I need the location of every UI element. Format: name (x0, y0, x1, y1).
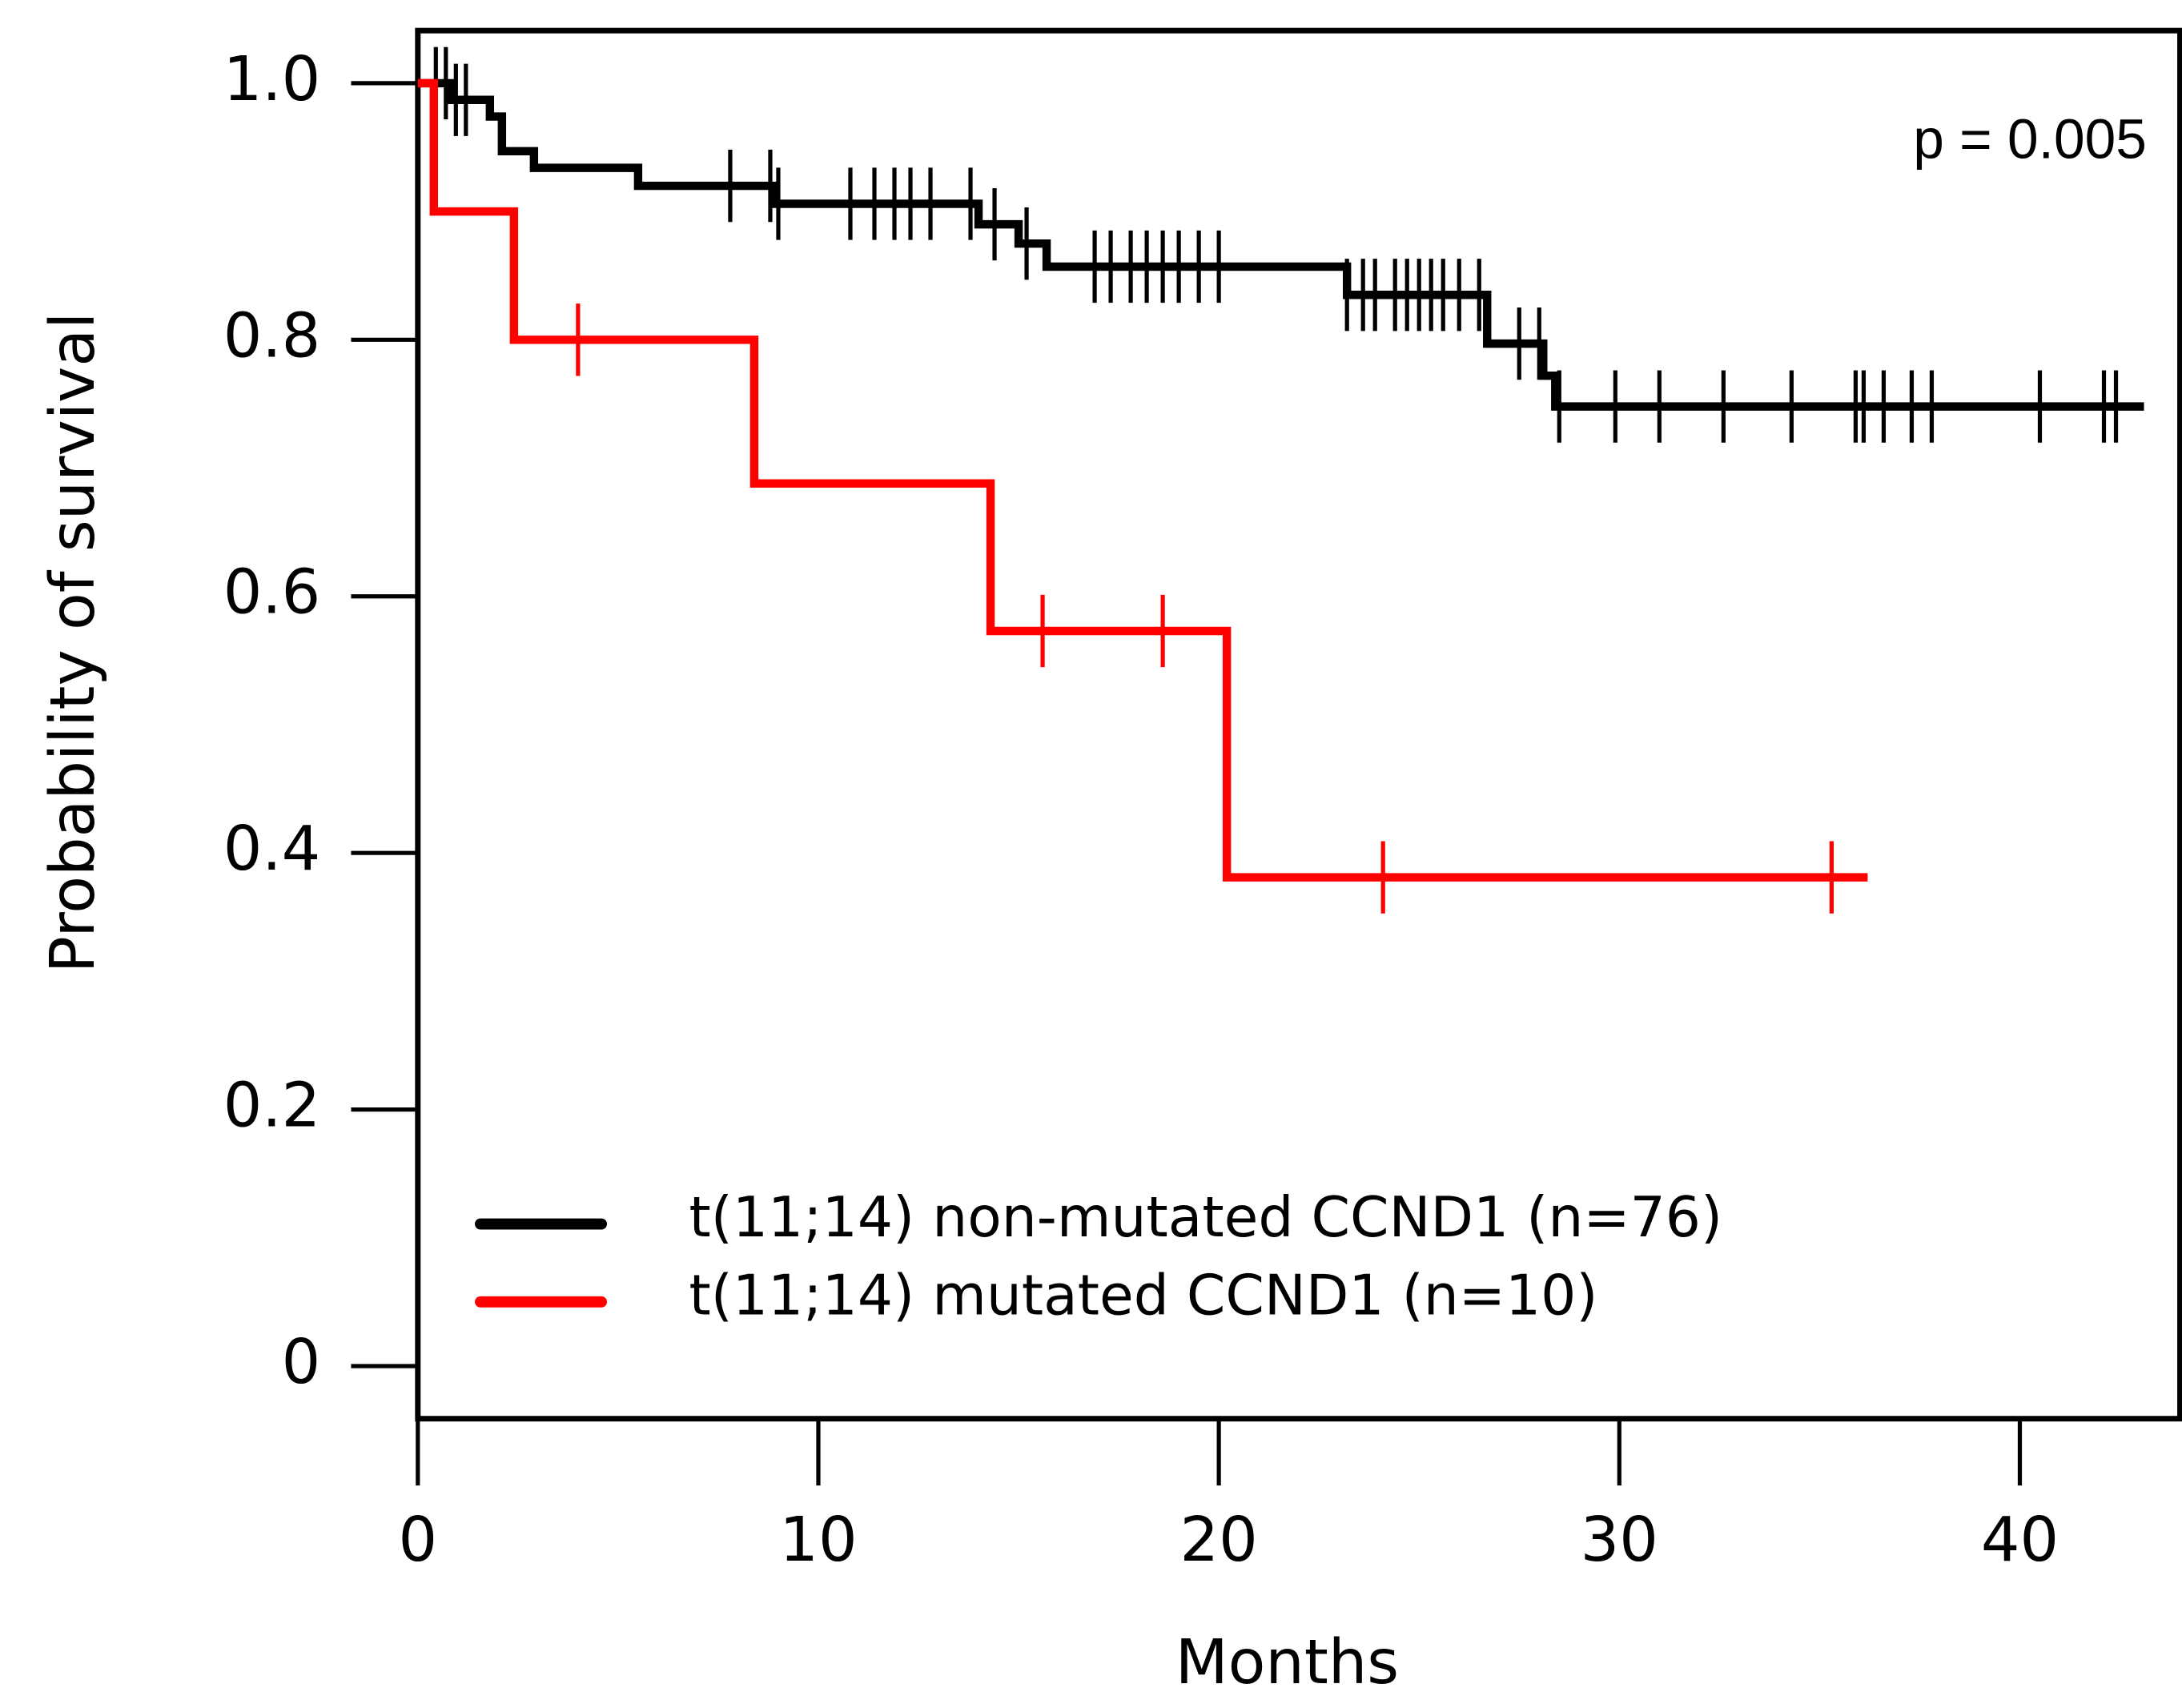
y-tick-label: 0.4 (223, 814, 321, 885)
survival-curve (417, 78, 1868, 882)
legend-label: t(11;14) mutated CCND1 (n=10) (689, 1264, 1598, 1328)
x-tick-label: 10 (779, 1505, 857, 1576)
plot-frame (415, 27, 2182, 1422)
x-tick-label: 40 (1981, 1505, 2059, 1576)
y-tick-label: 1.0 (223, 44, 321, 115)
x-tick-label: 0 (398, 1505, 437, 1576)
x-tick-label: 30 (1581, 1505, 1658, 1576)
y-tick-label: 0.2 (223, 1071, 321, 1142)
x-axis-title: Months (1175, 1627, 1399, 1698)
x-tick-label: 20 (1180, 1505, 1258, 1576)
y-tick-label: 0 (282, 1327, 321, 1398)
y-tick-label: 0.6 (223, 557, 321, 629)
y-axis-title: Probability of survival (38, 312, 109, 973)
p-value: p = 0.005 (1913, 107, 2147, 170)
survival-curve (417, 78, 2144, 411)
y-tick-label: 0.8 (223, 300, 321, 372)
legend-label: t(11;14) non-mutated CCND1 (n=76) (689, 1186, 1723, 1250)
